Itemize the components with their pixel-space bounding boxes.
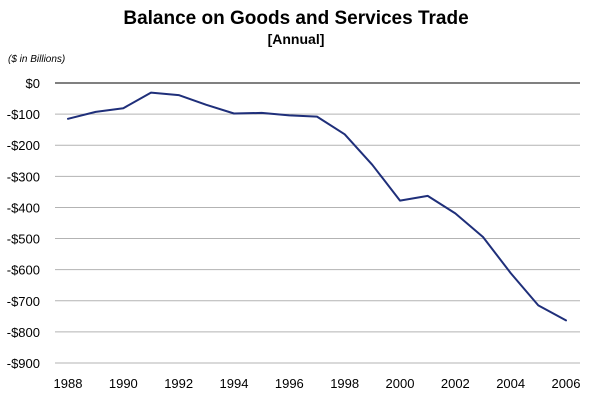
data-point	[399, 200, 401, 202]
x-axis: 1988 1990 1992 1994 1996 1998 2000 2002 2004 2006	[54, 376, 581, 391]
data-point	[95, 111, 97, 113]
x-tick-label: 1990	[109, 376, 138, 391]
x-tick-label: 2006	[552, 376, 581, 391]
data-point	[510, 272, 512, 274]
x-tick-label: 1988	[54, 376, 83, 391]
data-point	[178, 94, 180, 96]
data-point	[537, 304, 539, 306]
chart-title: Balance on Goods and Services Trade	[123, 8, 468, 29]
data-point	[482, 236, 484, 238]
y-tick-label: -$300	[7, 169, 40, 184]
x-tick-label: 1998	[330, 376, 359, 391]
y-tick-label: -$500	[7, 232, 40, 247]
y-axis: $0 -$100 -$200 -$300 -$400 -$500 -$600 -$700 -$8…	[7, 76, 40, 371]
data-point	[122, 107, 124, 109]
y-tick-label: -$900	[7, 356, 40, 371]
data-point	[316, 116, 318, 118]
data-point	[565, 319, 567, 321]
data-point	[261, 112, 263, 114]
x-tick-label: 1992	[164, 376, 193, 391]
data-point	[233, 112, 235, 114]
series-line	[67, 91, 567, 322]
data-point	[344, 133, 346, 135]
x-tick-label: 2002	[441, 376, 470, 391]
y-tick-label: $0	[26, 76, 40, 91]
x-tick-label: 2000	[386, 376, 415, 391]
data-point	[205, 104, 207, 106]
y-tick-label: -$800	[7, 325, 40, 340]
y-tick-label: -$600	[7, 263, 40, 278]
x-tick-label: 2004	[496, 376, 525, 391]
data-point	[150, 92, 152, 94]
grid-lines	[55, 82, 580, 364]
y-tick-label: -$400	[7, 200, 40, 215]
x-tick-label: 1996	[275, 376, 304, 391]
units-note: ($ in Billions)	[8, 54, 65, 65]
data-point	[427, 195, 429, 197]
y-tick-label: -$700	[7, 294, 40, 309]
x-tick-label: 1994	[220, 376, 249, 391]
y-tick-label: -$200	[7, 138, 40, 153]
chart-subtitle: [Annual]	[268, 31, 325, 47]
data-point	[288, 114, 290, 116]
series-layer	[67, 91, 567, 322]
data-point	[371, 164, 373, 166]
data-point	[67, 118, 69, 120]
data-point	[454, 212, 456, 214]
y-tick-label: -$100	[7, 107, 40, 122]
